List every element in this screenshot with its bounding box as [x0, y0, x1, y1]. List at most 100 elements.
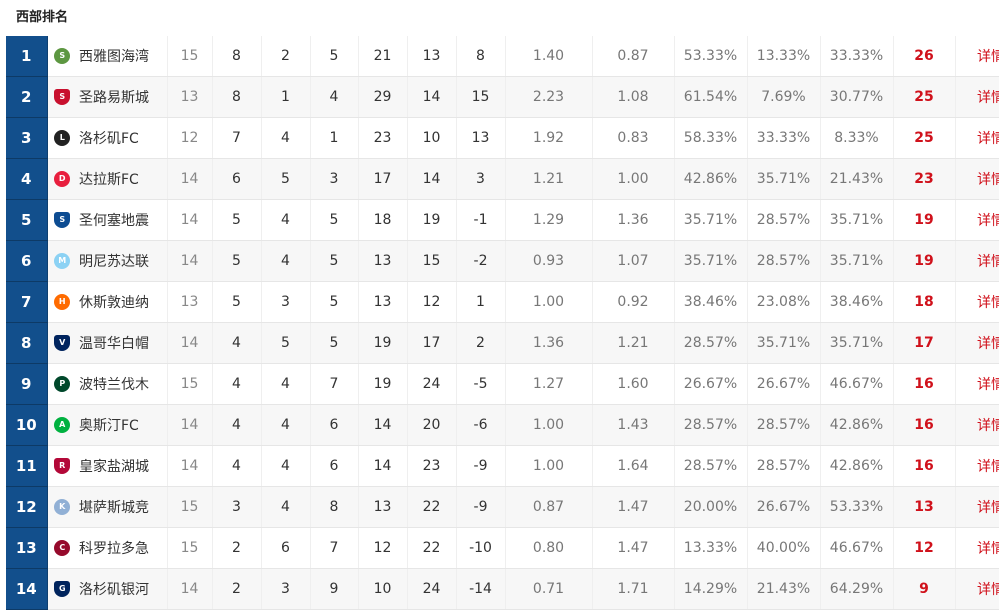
won-cell: 7	[212, 117, 262, 159]
draw-rate-cell: 40.00%	[747, 527, 821, 569]
goals-against-cell: 23	[407, 445, 457, 487]
draw-rate-cell: 35.71%	[747, 158, 821, 200]
kansas-city-crest-icon: K	[54, 499, 71, 515]
goals-against-cell: 24	[407, 363, 457, 405]
details-link[interactable]: 详情	[955, 240, 999, 282]
table-row: 7 H 休斯敦迪纳 13 5 3 5 13 12 1 1.00 0.92 38.46% 23.08% 38.…	[6, 281, 999, 323]
goals-for-cell: 29	[358, 76, 408, 118]
goal-difference-cell: 15	[456, 76, 506, 118]
team-logo-cell: P	[47, 363, 77, 405]
team-name: 洛杉矶银河	[77, 568, 168, 610]
points-cell: 16	[893, 404, 956, 446]
played-cell: 14	[167, 199, 213, 241]
drawn-cell: 4	[261, 240, 311, 282]
points-cell: 16	[893, 363, 956, 405]
team-name: 西雅图海湾	[77, 36, 168, 77]
avg-goals-for-cell: 1.00	[505, 445, 593, 487]
goal-difference-cell: -14	[456, 568, 506, 610]
austin-crest-icon: A	[54, 417, 71, 433]
draw-rate-cell: 23.08%	[747, 281, 821, 323]
avg-goals-for-cell: 1.00	[505, 404, 593, 446]
win-rate-cell: 28.57%	[674, 322, 748, 364]
goals-for-cell: 13	[358, 486, 408, 528]
avg-goals-for-cell: 1.29	[505, 199, 593, 241]
goals-for-cell: 10	[358, 568, 408, 610]
won-cell: 4	[212, 363, 262, 405]
colorado-crest-icon: C	[54, 540, 71, 556]
goals-for-cell: 14	[358, 445, 408, 487]
lost-cell: 5	[310, 281, 359, 323]
won-cell: 8	[212, 76, 262, 118]
drawn-cell: 4	[261, 404, 311, 446]
rank-cell: 11	[6, 445, 48, 487]
team-logo-cell: A	[47, 404, 77, 446]
seattle-crest-icon: S	[54, 48, 71, 64]
won-cell: 2	[212, 568, 262, 610]
lost-cell: 4	[310, 76, 359, 118]
rank-cell: 13	[6, 527, 48, 569]
table-row: 1 S 西雅图海湾 15 8 2 5 21 13 8 1.40 0.87 53.33% 13.33% 33.…	[6, 36, 999, 77]
goals-for-cell: 14	[358, 404, 408, 446]
draw-rate-cell: 26.67%	[747, 486, 821, 528]
details-link[interactable]: 详情	[955, 117, 999, 159]
avg-goals-against-cell: 1.21	[592, 322, 675, 364]
avg-goals-for-cell: 0.93	[505, 240, 593, 282]
table-row: 11 R 皇家盐湖城 14 4 4 6 14 23 -9 1.00 1.64 28.57% 28.57% 4…	[6, 445, 999, 487]
details-link[interactable]: 详情	[955, 76, 999, 118]
table-row: 6 M 明尼苏达联 14 5 4 5 13 15 -2 0.93 1.07 35.71% 28.57% 35…	[6, 240, 999, 282]
goal-difference-cell: 13	[456, 117, 506, 159]
goals-against-cell: 19	[407, 199, 457, 241]
team-logo-cell: S	[47, 76, 77, 118]
won-cell: 5	[212, 199, 262, 241]
details-link[interactable]: 详情	[955, 527, 999, 569]
lafc-crest-icon: L	[54, 130, 71, 146]
draw-rate-cell: 7.69%	[747, 76, 821, 118]
goals-for-cell: 13	[358, 240, 408, 282]
team-name: 温哥华白帽	[77, 322, 168, 364]
st-louis-crest-icon: S	[54, 89, 71, 105]
goals-against-cell: 22	[407, 486, 457, 528]
goals-against-cell: 13	[407, 36, 457, 77]
team-logo-cell: S	[47, 36, 77, 77]
goals-against-cell: 17	[407, 322, 457, 364]
avg-goals-against-cell: 1.00	[592, 158, 675, 200]
team-logo-cell: L	[47, 117, 77, 159]
team-name: 波特兰伐木	[77, 363, 168, 405]
played-cell: 14	[167, 404, 213, 446]
table-row: 5 S 圣何塞地震 14 5 4 5 18 19 -1 1.29 1.36 35.71% 28.57% 35…	[6, 199, 999, 241]
goal-difference-cell: -6	[456, 404, 506, 446]
avg-goals-for-cell: 1.00	[505, 281, 593, 323]
portland-crest-icon: P	[54, 376, 71, 392]
avg-goals-for-cell: 1.92	[505, 117, 593, 159]
drawn-cell: 4	[261, 199, 311, 241]
loss-rate-cell: 42.86%	[820, 445, 894, 487]
win-rate-cell: 58.33%	[674, 117, 748, 159]
points-cell: 9	[893, 568, 956, 610]
goal-difference-cell: -9	[456, 445, 506, 487]
goals-against-cell: 10	[407, 117, 457, 159]
loss-rate-cell: 42.86%	[820, 404, 894, 446]
lost-cell: 6	[310, 404, 359, 446]
details-link[interactable]: 详情	[955, 568, 999, 610]
details-link[interactable]: 详情	[955, 281, 999, 323]
details-link[interactable]: 详情	[955, 486, 999, 528]
details-link[interactable]: 详情	[955, 445, 999, 487]
lost-cell: 3	[310, 158, 359, 200]
goals-for-cell: 19	[358, 322, 408, 364]
vancouver-crest-icon: V	[54, 335, 71, 351]
details-link[interactable]: 详情	[955, 199, 999, 241]
team-logo-cell: H	[47, 281, 77, 323]
rank-cell: 2	[6, 76, 48, 118]
drawn-cell: 5	[261, 322, 311, 364]
details-link[interactable]: 详情	[955, 322, 999, 364]
rank-cell: 8	[6, 322, 48, 364]
avg-goals-for-cell: 0.71	[505, 568, 593, 610]
win-rate-cell: 26.67%	[674, 363, 748, 405]
details-link[interactable]: 详情	[955, 36, 999, 77]
details-link[interactable]: 详情	[955, 363, 999, 405]
details-link[interactable]: 详情	[955, 158, 999, 200]
details-link[interactable]: 详情	[955, 404, 999, 446]
loss-rate-cell: 35.71%	[820, 240, 894, 282]
standings-table: 1 S 西雅图海湾 15 8 2 5 21 13 8 1.40 0.87 53.33% 13.33% 33.…	[6, 36, 999, 610]
la-galaxy-crest-icon: G	[54, 581, 71, 597]
